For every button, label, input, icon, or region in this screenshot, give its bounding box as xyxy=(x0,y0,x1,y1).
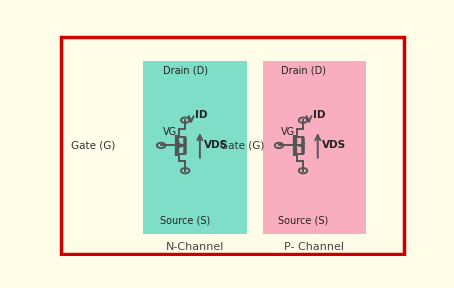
Text: ID: ID xyxy=(313,110,326,120)
Text: VG: VG xyxy=(163,126,177,137)
Text: Drain (D): Drain (D) xyxy=(163,66,207,76)
Text: P- Channel: P- Channel xyxy=(285,242,345,253)
Text: Source (S): Source (S) xyxy=(278,215,328,225)
Bar xyxy=(143,61,247,234)
Text: Drain (D): Drain (D) xyxy=(281,66,326,76)
Bar xyxy=(262,61,366,234)
Text: N-Channel: N-Channel xyxy=(166,242,224,253)
Text: Gate (G): Gate (G) xyxy=(220,141,264,150)
Text: VG: VG xyxy=(281,126,295,137)
Text: ID: ID xyxy=(195,110,208,120)
Text: Source (S): Source (S) xyxy=(160,215,210,225)
Text: Gate (G): Gate (G) xyxy=(71,141,115,150)
Text: VDS: VDS xyxy=(322,141,346,150)
Text: VDS: VDS xyxy=(204,141,228,150)
